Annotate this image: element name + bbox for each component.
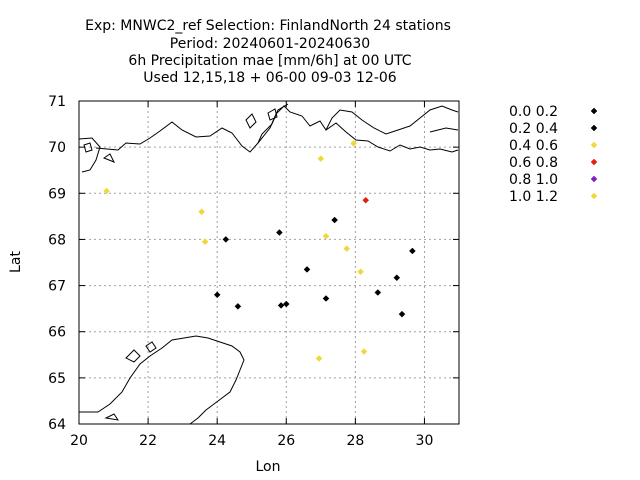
title-line-3: 6h Precipitation mae [mm/6h] at 00 UTC	[128, 53, 411, 69]
y-axis-label: Lat	[8, 251, 24, 273]
legend-label: 0.2 0.4	[509, 121, 558, 137]
data-point	[374, 289, 382, 296]
legend-label: 0.8 1.0	[509, 172, 558, 188]
data-point	[198, 208, 205, 216]
legend-marker	[590, 124, 598, 132]
data-point	[103, 187, 110, 195]
y-tick-label: 66	[48, 325, 66, 341]
data-point	[317, 155, 325, 163]
grid-lines	[78, 100, 459, 425]
legend-marker	[590, 141, 598, 149]
legend: 0.0 0.20.2 0.40.4 0.60.6 0.80.8 1.01.0 1…	[509, 104, 598, 205]
legend-marker	[590, 107, 598, 115]
data-point	[282, 300, 290, 308]
data-point	[409, 247, 416, 255]
data-points	[103, 140, 416, 362]
x-tick-label: 20	[70, 433, 88, 449]
legend-marker	[590, 158, 598, 166]
title-line-1: Exp: MNWC2_ref Selection: FinlandNorth 2…	[85, 18, 451, 34]
data-point	[357, 268, 364, 276]
data-point	[303, 266, 311, 273]
chart-title: Exp: MNWC2_ref Selection: FinlandNorth 2…	[85, 18, 451, 86]
title-line-4: Used 12,15,18 + 06-00 09-03 12-06	[143, 70, 397, 86]
y-tick-label: 68	[48, 232, 66, 248]
y-tick-label: 65	[48, 371, 66, 387]
y-tick-label: 70	[48, 140, 66, 156]
y-tick-label: 71	[48, 94, 66, 110]
data-point	[234, 302, 242, 310]
data-point	[322, 232, 330, 240]
legend-marker	[590, 192, 598, 200]
data-point	[350, 140, 357, 147]
legend-label: 1.0 1.2	[509, 189, 558, 205]
x-tick-labels: 20 22 24 26 28 30	[70, 433, 433, 449]
data-point	[362, 196, 370, 204]
data-point	[315, 355, 323, 362]
x-tick-label: 24	[208, 433, 226, 449]
y-tick-labels: 64 65 66 67 68 69 70 71	[48, 94, 66, 433]
data-point	[360, 348, 368, 355]
data-point	[222, 236, 230, 243]
data-point	[343, 245, 351, 253]
x-tick-label: 26	[277, 433, 295, 449]
x-tick-label: 30	[416, 433, 434, 449]
data-point	[331, 216, 338, 224]
y-tick-label: 64	[48, 417, 66, 433]
legend-label: 0.4 0.6	[509, 138, 558, 154]
legend-marker	[590, 175, 598, 183]
title-line-2: Period: 20240601-20240630	[170, 36, 370, 52]
legend-label: 0.0 0.2	[509, 104, 558, 120]
x-axis-label: Lon	[256, 459, 281, 475]
y-tick-label: 69	[48, 186, 66, 202]
legend-label: 0.6 0.8	[509, 155, 558, 171]
data-point	[393, 274, 401, 282]
x-tick-label: 22	[139, 433, 157, 449]
x-tick-label: 28	[346, 433, 364, 449]
data-point	[276, 229, 283, 236]
data-point	[213, 291, 221, 299]
data-point	[322, 295, 330, 302]
plot-frame	[78, 100, 460, 425]
y-tick-label: 67	[48, 279, 66, 295]
data-point	[201, 238, 209, 246]
data-point	[398, 310, 406, 318]
data-point	[277, 302, 285, 309]
coastline-map	[78, 103, 459, 425]
